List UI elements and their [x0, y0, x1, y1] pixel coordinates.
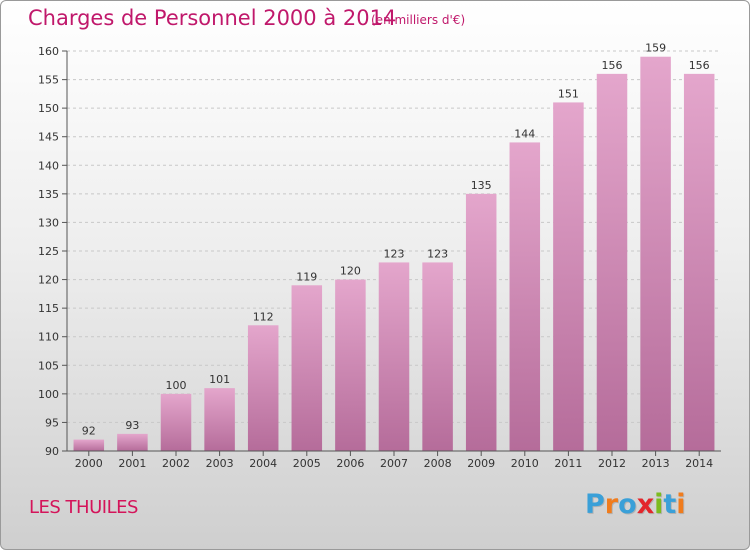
x-tick-label: 2003: [206, 457, 234, 470]
bar-value-label: 101: [209, 373, 230, 386]
y-tick-label: 160: [38, 45, 59, 58]
y-tick-label: 145: [38, 131, 59, 144]
x-tick-label: 2013: [642, 457, 670, 470]
x-tick-label: 2012: [598, 457, 626, 470]
logo-letter: P: [585, 489, 605, 520]
bar-value-label: 159: [645, 42, 666, 55]
y-tick-label: 110: [38, 331, 59, 344]
x-tick-label: 2014: [685, 457, 713, 470]
bar-2014[interactable]: [683, 73, 715, 451]
bar-2007[interactable]: [378, 262, 410, 451]
chart-subtitle: (en milliers d'€): [371, 13, 466, 27]
y-tick-label: 120: [38, 274, 59, 287]
y-tick-label: 150: [38, 102, 59, 115]
bar-value-label: 123: [384, 247, 405, 260]
bar-value-label: 135: [471, 179, 492, 192]
x-tick-label: 2002: [162, 457, 190, 470]
bars: 92 93 100 101 112 119 120 123 123 135 144 151 156 159…: [73, 42, 715, 451]
bar-2002[interactable]: [160, 393, 192, 451]
x-tick-label: 2006: [336, 457, 364, 470]
y-tick-label: 115: [38, 302, 59, 315]
commune-name: LES THUILES: [29, 497, 138, 518]
chart-title: Charges de Personnel 2000 à 2014: [28, 6, 397, 30]
y-tick-label: 95: [45, 416, 59, 429]
x-tick-label: 2004: [249, 457, 277, 470]
bar-2001[interactable]: [117, 433, 148, 451]
y-tick-label: 105: [38, 359, 59, 372]
bar-value-label: 123: [427, 247, 448, 260]
y-tick-label: 100: [38, 388, 59, 401]
bar-2003[interactable]: [204, 388, 235, 451]
bar-value-label: 156: [602, 59, 623, 72]
bar-value-label: 144: [514, 127, 535, 140]
y-tick-label: 155: [38, 74, 59, 87]
x-tick-label: 2007: [380, 457, 408, 470]
bar-value-label: 151: [558, 87, 579, 100]
bar-2006[interactable]: [335, 279, 366, 451]
bar-2000[interactable]: [73, 439, 105, 451]
x-tick-label: 2000: [75, 457, 103, 470]
bar-value-label: 120: [340, 265, 361, 278]
bar-2011[interactable]: [553, 102, 584, 451]
x-tick-label: 2009: [467, 457, 495, 470]
logo-letter: i: [654, 489, 664, 520]
x-tick-label: 2005: [293, 457, 321, 470]
bar-2012[interactable]: [596, 73, 628, 451]
bar-value-label: 112: [253, 310, 274, 323]
x-tick-label: 2011: [554, 457, 582, 470]
bar-value-label: 93: [125, 419, 139, 432]
bar-2008[interactable]: [422, 262, 453, 451]
y-tick-label: 90: [45, 445, 59, 458]
x-tick-label: 2001: [118, 457, 146, 470]
x-tick-label: 2010: [511, 457, 539, 470]
x-axis: 2000 2001 2002 2003 2004 2005 2006 2007 2008 2009…: [67, 450, 721, 470]
y-tick-label: 140: [38, 159, 59, 172]
bar-value-label: 100: [166, 379, 187, 392]
logo-letter: i: [676, 489, 686, 520]
y-tick-label: 125: [38, 245, 59, 258]
bar-2009[interactable]: [465, 193, 497, 451]
logo-letter: t: [663, 489, 677, 520]
proxiti-logo[interactable]: Proxiti: [585, 489, 686, 520]
bar-2004[interactable]: [247, 325, 279, 451]
y-axis: 90 95 100 105 110 115 120 125 130 135 140 145 150 155…: [38, 45, 68, 458]
logo-letter: o: [618, 489, 637, 520]
bar-2010[interactable]: [509, 142, 541, 451]
bar-value-label: 119: [296, 270, 317, 283]
y-tick-label: 130: [38, 216, 59, 229]
x-tick-label: 2008: [424, 457, 452, 470]
bar-2005[interactable]: [291, 285, 323, 451]
logo-letter: r: [604, 489, 619, 520]
bar-2013[interactable]: [640, 56, 671, 451]
bar-value-label: 92: [82, 425, 96, 438]
logo-letter: x: [636, 489, 655, 520]
y-tick-label: 135: [38, 188, 59, 201]
bar-value-label: 156: [689, 59, 710, 72]
